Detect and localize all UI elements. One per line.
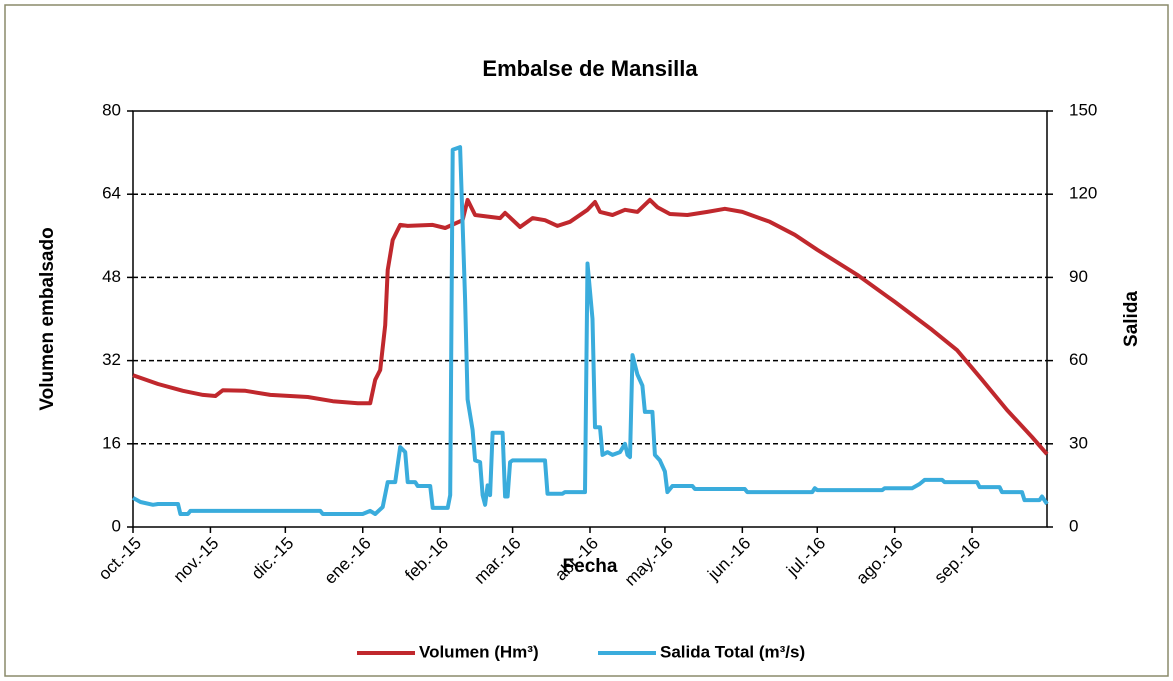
x-axis-label: Fecha bbox=[563, 556, 618, 577]
y-tick-label: 80 bbox=[102, 100, 121, 119]
y-tick-label: 32 bbox=[102, 350, 121, 369]
y2-tick-label: 0 bbox=[1069, 516, 1078, 535]
series-line bbox=[132, 197, 1049, 456]
y-tick-label: 48 bbox=[102, 267, 121, 286]
y2-tick-label: 30 bbox=[1069, 433, 1088, 452]
y-tick-label: 0 bbox=[112, 516, 121, 535]
chart-title: Embalse de Mansilla bbox=[482, 56, 698, 81]
plot-border bbox=[132, 110, 1048, 528]
y2-tick-label: 150 bbox=[1069, 100, 1097, 119]
legend-label: Salida Total (m³/s) bbox=[660, 642, 805, 661]
y2-tick-label: 60 bbox=[1069, 350, 1088, 369]
y2-axis-label: Salida bbox=[1121, 291, 1142, 347]
y2-tick-label: 120 bbox=[1069, 184, 1097, 203]
y-tick-label: 16 bbox=[102, 433, 121, 452]
legend-label: Volumen (Hm³) bbox=[419, 642, 539, 661]
y-tick-label: 64 bbox=[102, 184, 121, 203]
y-axis-label: Volumen embalsado bbox=[37, 227, 58, 410]
y2-tick-label: 90 bbox=[1069, 267, 1088, 286]
series-line bbox=[132, 145, 1049, 516]
